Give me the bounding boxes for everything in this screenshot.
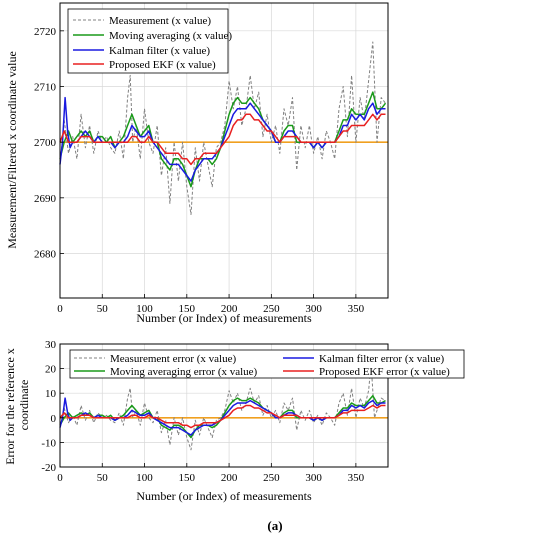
top-y-tick-label: 2720 <box>34 26 57 38</box>
bottom-x-tick-label: 250 <box>263 472 280 484</box>
legend-kalman-error-label: Kalman filter error (x value) <box>319 353 445 365</box>
top-x-axis-label: Number (or Index) of measurements <box>136 311 312 325</box>
legend-ekf-label: Proposed EKF (x value) <box>109 59 216 71</box>
top-y-tick-label: 2690 <box>34 193 57 205</box>
bottom-y-tick-label: -20 <box>41 462 56 474</box>
bottom-x-tick-label: 150 <box>179 472 196 484</box>
legend-measurement-error-label: Measurement error (x value) <box>110 353 236 365</box>
bottom-y-tick-label: 0 <box>51 413 57 425</box>
legend-moving-label: Moving averaging (x value) <box>109 30 232 42</box>
top-x-tick-label: 350 <box>348 303 365 315</box>
bottom-ekf-line <box>59 404 386 429</box>
top-x-tick-label: 50 <box>97 303 109 315</box>
bottom-legend: Measurement error (x value) Moving avera… <box>69 349 465 379</box>
figure-caption: (a) <box>267 518 282 533</box>
bottom-x-axis-label: Number (or Index) of measurements <box>136 489 312 503</box>
legend-kalman-label: Kalman filter (x value) <box>109 45 210 57</box>
top-y-axis-label: Measurement/Filtered x coordinate value <box>5 51 19 249</box>
bottom-legend-box <box>69 349 465 379</box>
top-x-tick-label: 0 <box>57 303 63 315</box>
bottom-series <box>59 363 388 451</box>
legend-measurement-label: Measurement (x value) <box>109 15 211 27</box>
top-y-tick-label: 2700 <box>34 137 57 149</box>
top-plot-frame <box>59 2 389 299</box>
bottom-plot-frame <box>59 343 389 468</box>
bottom-y-tick-label: 10 <box>45 388 57 400</box>
bottom-y-tick-label: 20 <box>45 364 57 376</box>
top-ticks: 0 50 100 150 200 250 300 350 2680 2690 2700 2710 272… <box>34 26 365 315</box>
top-x-tick-label: 200 <box>221 303 238 315</box>
bottom-y-tick-label: -10 <box>41 437 56 449</box>
bottom-x-tick-label: 300 <box>305 472 322 484</box>
bottom-y-axis-label-line1: Error for the reference x <box>3 348 17 465</box>
top-chart: 0 50 100 150 200 250 300 350 2680 2690 2700 2710 272… <box>5 2 389 325</box>
bottom-ticks: 0 50 100 150 200 250 300 350 -20 -10 0 10 20 30 <box>41 339 364 484</box>
bottom-x-tick-label: 100 <box>136 472 153 484</box>
legend-ekf-error-label: Proposed EKF error (x value) <box>319 366 450 378</box>
legend-moving-error-label: Moving averaging error (x value) <box>110 366 258 378</box>
top-y-tick-label: 2710 <box>34 81 57 93</box>
bottom-y-axis-label-line2: coordinate <box>17 380 31 431</box>
top-y-tick-label: 2680 <box>34 248 57 260</box>
top-x-tick-label: 300 <box>305 303 322 315</box>
top-ekf-line <box>59 113 386 166</box>
bottom-y-tick-label: 30 <box>45 339 57 351</box>
bottom-x-tick-label: 200 <box>221 472 238 484</box>
bottom-chart: 0 50 100 150 200 250 300 350 -20 -10 0 10 20 30 Numbe… <box>3 339 465 503</box>
bottom-x-tick-label: 0 <box>57 472 63 484</box>
top-legend: Measurement (x value) Moving averaging (… <box>67 8 232 74</box>
bottom-x-tick-label: 350 <box>348 472 365 484</box>
top-x-tick-label: 250 <box>263 303 280 315</box>
top-x-tick-label: 100 <box>136 303 153 315</box>
top-series <box>59 41 388 215</box>
bottom-x-tick-label: 50 <box>97 472 109 484</box>
bottom-y-axis-label: Error for the reference x coordinate <box>3 345 31 465</box>
top-x-tick-label: 150 <box>179 303 196 315</box>
